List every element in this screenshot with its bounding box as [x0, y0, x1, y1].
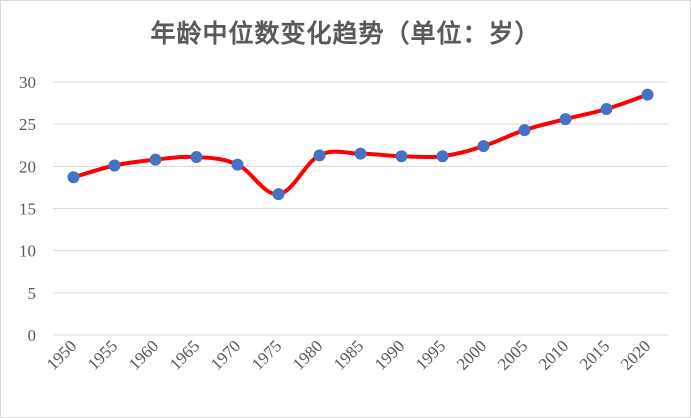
x-tick-label: 1955 [84, 336, 121, 373]
data-point [190, 151, 203, 164]
data-point [395, 150, 408, 163]
data-point [313, 149, 326, 162]
data-point [272, 188, 285, 201]
data-point [354, 147, 367, 160]
x-tick-label: 1995 [412, 336, 449, 373]
y-tick-label: 25 [19, 115, 36, 134]
data-point [108, 159, 121, 172]
chart-title: 年龄中位数变化趋势（单位：岁） [150, 19, 541, 48]
x-tick-label: 2020 [617, 336, 654, 373]
x-tick-label: 1950 [43, 336, 80, 373]
x-tick-label: 1960 [125, 336, 162, 373]
series-line [71, 92, 650, 197]
y-tick-label: 10 [19, 242, 36, 261]
x-tick-label: 2005 [494, 336, 531, 373]
x-tick-label: 2010 [535, 336, 572, 373]
x-tick-label: 1965 [166, 336, 203, 373]
x-tick-label: 1975 [248, 336, 285, 373]
data-point [600, 102, 613, 115]
y-tick-label: 0 [28, 326, 37, 345]
data-point [436, 150, 449, 163]
data-point [559, 113, 572, 126]
data-point [149, 153, 162, 166]
data-point [231, 158, 244, 171]
x-tick-label: 1990 [371, 336, 408, 373]
data-point [477, 140, 490, 153]
y-tick-label: 15 [19, 200, 36, 219]
x-tick-label: 1980 [289, 336, 326, 373]
x-tick-label: 1970 [207, 336, 244, 373]
data-point [518, 124, 531, 137]
y-tick-label: 5 [28, 284, 37, 303]
x-tick-label: 2000 [453, 336, 490, 373]
data-point [67, 171, 80, 184]
x-tick-label: 2015 [576, 336, 613, 373]
data-point [641, 88, 654, 101]
y-tick-label: 30 [19, 73, 36, 92]
y-tick-label: 20 [19, 157, 36, 176]
x-tick-label: 1985 [330, 336, 367, 373]
